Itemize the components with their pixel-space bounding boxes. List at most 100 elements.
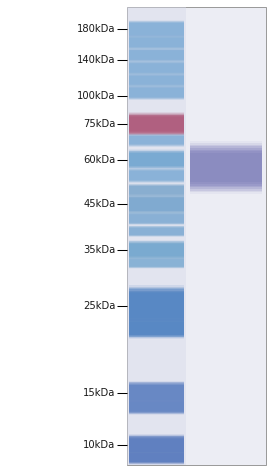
Bar (129, 295, 184, 317)
Bar (129, 214, 184, 223)
Bar (129, 62, 184, 74)
Bar (129, 438, 184, 452)
Bar (129, 73, 184, 88)
Bar (129, 116, 184, 132)
Bar (129, 112, 184, 136)
Bar (129, 170, 184, 181)
Bar (129, 435, 184, 455)
Bar (129, 244, 184, 256)
Bar (129, 62, 184, 74)
Bar (129, 259, 184, 267)
Bar (129, 36, 184, 49)
Bar (129, 400, 184, 414)
Bar (129, 401, 184, 413)
Bar (129, 198, 184, 211)
Bar (129, 226, 184, 236)
Text: 25kDa: 25kDa (83, 301, 115, 311)
Text: 45kDa: 45kDa (83, 199, 115, 210)
Bar (129, 184, 184, 196)
Bar (129, 259, 184, 267)
Bar (129, 20, 184, 38)
Bar (129, 227, 184, 236)
Bar (127, 7, 186, 465)
Bar (129, 48, 184, 63)
Bar (129, 451, 184, 464)
Bar (129, 76, 184, 84)
Text: 10kDa: 10kDa (83, 440, 115, 450)
Bar (129, 21, 184, 37)
Bar (129, 454, 184, 462)
Bar (129, 258, 184, 268)
Bar (129, 381, 184, 404)
Bar (129, 292, 184, 320)
Bar (129, 48, 184, 62)
Bar (129, 76, 184, 85)
Bar (129, 241, 184, 259)
Bar (129, 289, 184, 322)
Bar (129, 321, 184, 336)
Bar (129, 184, 184, 197)
Bar (129, 74, 184, 86)
Text: 75kDa: 75kDa (83, 119, 115, 129)
Bar (129, 439, 184, 451)
Bar (190, 148, 262, 187)
Bar (129, 149, 184, 170)
Bar (129, 382, 184, 403)
Bar (129, 22, 184, 37)
Bar (129, 118, 184, 131)
Bar (129, 260, 184, 266)
Bar (129, 152, 184, 168)
Bar (129, 168, 184, 183)
Bar (129, 242, 184, 258)
Text: 100kDa: 100kDa (77, 91, 115, 101)
Bar (129, 225, 184, 237)
Bar (129, 293, 184, 319)
Bar (129, 399, 184, 414)
Bar (129, 226, 184, 237)
Bar (129, 88, 184, 97)
Bar (129, 437, 184, 454)
Bar (129, 150, 184, 169)
Bar (190, 143, 262, 192)
Bar (129, 257, 184, 269)
Bar (129, 185, 184, 195)
Bar (129, 385, 184, 401)
Bar (129, 322, 184, 335)
Bar (129, 36, 184, 49)
Bar (129, 452, 184, 464)
Bar (129, 152, 184, 167)
Bar (129, 35, 184, 50)
Bar (129, 257, 184, 269)
Bar (129, 63, 184, 73)
Text: 60kDa: 60kDa (83, 154, 115, 165)
Bar (129, 115, 184, 133)
Bar (129, 258, 184, 268)
Bar (129, 400, 184, 413)
Bar (129, 37, 184, 48)
Bar (129, 291, 184, 321)
Bar (129, 437, 184, 453)
Bar (129, 60, 184, 76)
Bar (129, 321, 184, 336)
Bar (129, 287, 184, 325)
Bar (129, 86, 184, 99)
Bar (129, 454, 184, 462)
Bar (129, 85, 184, 100)
Text: 140kDa: 140kDa (77, 55, 115, 66)
Bar (129, 170, 184, 181)
Bar (129, 50, 184, 61)
Bar (129, 184, 184, 196)
Bar (129, 85, 184, 100)
Bar (129, 51, 184, 59)
Bar (129, 195, 184, 214)
Bar (127, 7, 266, 465)
Bar (129, 403, 184, 411)
Bar (129, 73, 184, 87)
Bar (129, 74, 184, 87)
Bar (129, 213, 184, 224)
Bar (129, 243, 184, 258)
Bar (129, 215, 184, 222)
Bar (129, 227, 184, 236)
Bar (129, 212, 184, 225)
Bar (129, 453, 184, 463)
